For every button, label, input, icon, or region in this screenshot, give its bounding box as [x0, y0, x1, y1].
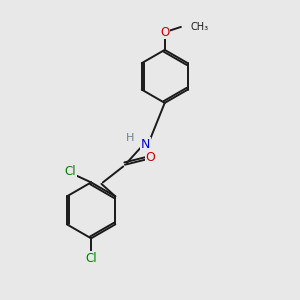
Text: Cl: Cl [65, 165, 76, 178]
Text: CH₃: CH₃ [190, 22, 208, 32]
Text: O: O [146, 151, 155, 164]
Text: N: N [141, 138, 150, 151]
Text: O: O [160, 26, 169, 39]
Text: H: H [126, 133, 134, 142]
Text: Cl: Cl [85, 252, 97, 265]
